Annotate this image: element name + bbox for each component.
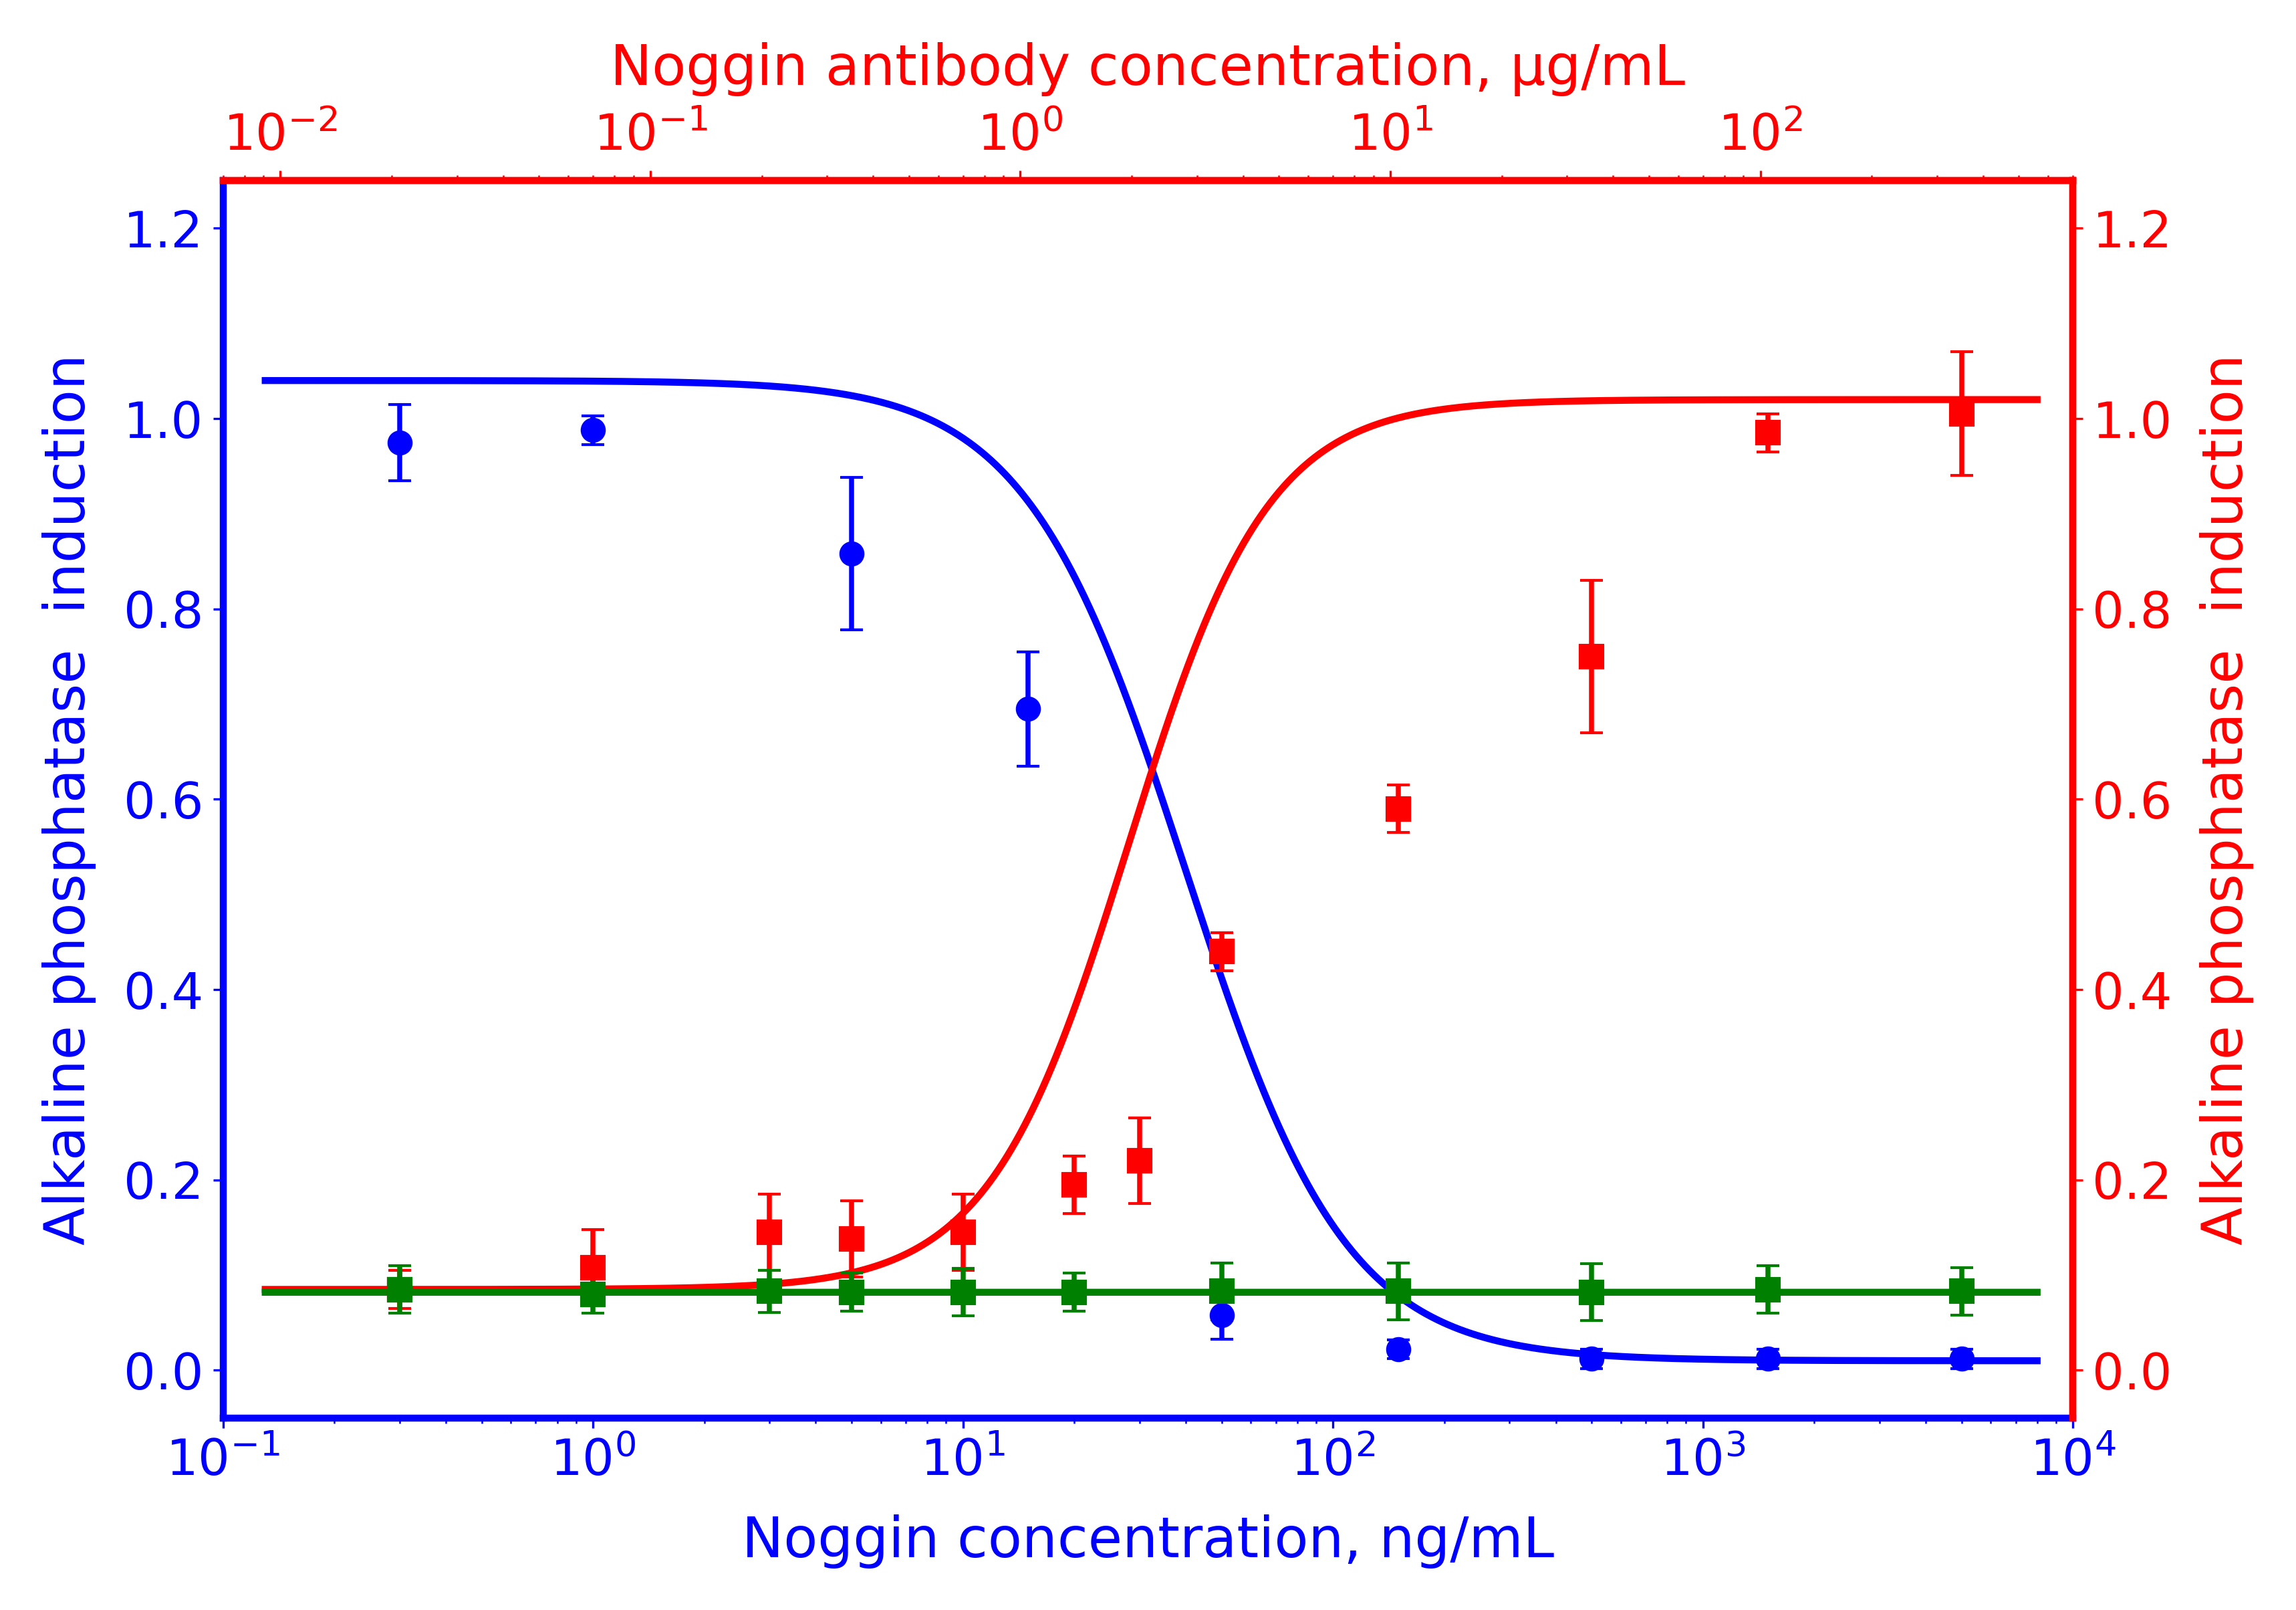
X-axis label: Noggin antibody concentration, μg/mL: Noggin antibody concentration, μg/mL <box>611 42 1685 97</box>
X-axis label: Noggin concentration, ng/mL: Noggin concentration, ng/mL <box>742 1513 1554 1568</box>
Y-axis label: Alkaline phosphatase  induction: Alkaline phosphatase induction <box>41 354 96 1245</box>
Y-axis label: Alkaline phosphatase  induction: Alkaline phosphatase induction <box>2200 354 2255 1245</box>
